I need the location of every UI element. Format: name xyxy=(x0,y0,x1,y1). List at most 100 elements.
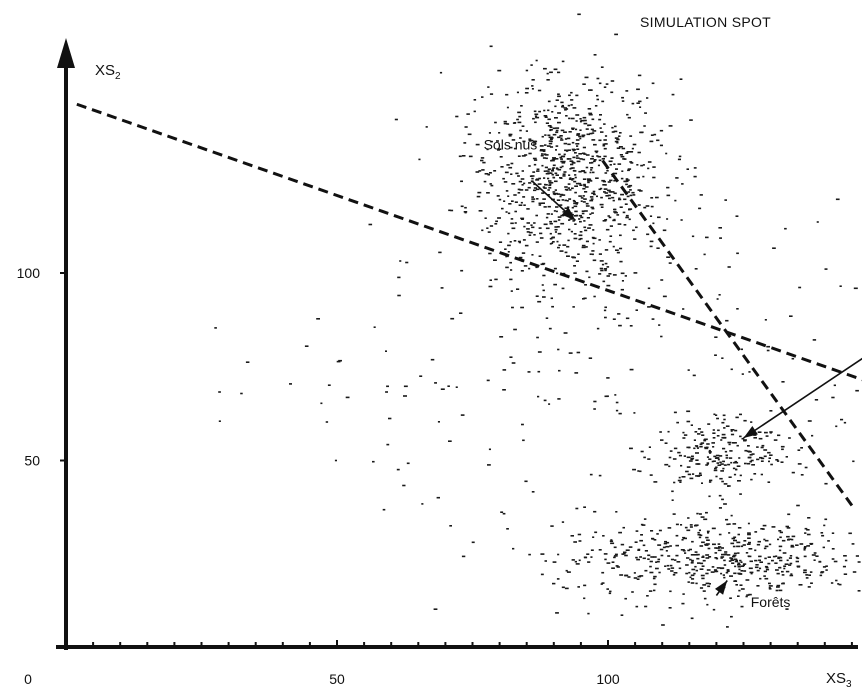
point-for-ts xyxy=(699,513,702,515)
point-sols-nus xyxy=(536,168,540,171)
point-scatter xyxy=(824,482,828,485)
point-for-ts xyxy=(691,540,694,543)
point-for-ts xyxy=(682,550,686,552)
point-sols-nus xyxy=(561,165,564,168)
point-sols-nus xyxy=(585,166,589,169)
point-ma-s xyxy=(691,455,694,458)
point-scatter xyxy=(642,544,646,547)
point-sols-nus xyxy=(510,218,514,220)
point-sols-nus xyxy=(606,189,611,192)
point-sols-nus xyxy=(586,178,591,180)
point-sols-nus xyxy=(628,208,633,210)
point-scatter xyxy=(703,253,706,256)
point-ma-s xyxy=(686,456,691,459)
point-sols-nus xyxy=(562,244,567,246)
point-ma-s xyxy=(720,439,723,441)
point-scatter xyxy=(694,268,698,270)
point-for-ts xyxy=(786,559,789,562)
point-scatter xyxy=(592,259,597,262)
point-for-ts xyxy=(777,556,782,559)
point-sols-nus xyxy=(666,194,671,197)
point-for-ts xyxy=(664,540,667,543)
point-for-ts xyxy=(789,574,794,577)
point-ma-s xyxy=(708,451,712,453)
point-for-ts xyxy=(737,564,741,566)
point-sols-nus xyxy=(598,159,602,162)
point-sols-nus xyxy=(589,178,592,181)
separator-line-1 xyxy=(76,102,862,382)
point-ma-s xyxy=(743,419,747,422)
point-scatter xyxy=(673,481,676,484)
point-for-ts xyxy=(716,547,720,549)
point-sols-nus xyxy=(538,202,541,205)
point-sols-nus xyxy=(626,195,630,198)
point-sols-nus xyxy=(580,170,585,172)
point-sols-nus xyxy=(689,119,693,121)
point-sols-nus xyxy=(510,222,514,225)
point-scatter xyxy=(764,319,767,321)
point-for-ts xyxy=(718,546,722,548)
point-for-ts xyxy=(620,614,624,616)
point-ma-s xyxy=(722,460,725,463)
point-sols-nus xyxy=(604,316,607,319)
point-sols-nus xyxy=(650,205,654,208)
point-sols-nus xyxy=(566,255,570,257)
point-sols-nus xyxy=(525,130,528,132)
point-for-ts xyxy=(765,568,770,571)
point-sols-nus xyxy=(564,109,567,111)
point-sols-nus xyxy=(724,199,727,201)
point-sols-nus xyxy=(539,237,544,239)
point-for-ts xyxy=(815,555,819,557)
point-for-ts xyxy=(736,541,741,544)
point-sols-nus xyxy=(501,207,504,210)
point-sols-nus xyxy=(565,189,569,191)
point-for-ts xyxy=(647,558,650,560)
point-sols-nus xyxy=(627,168,632,170)
point-sols-nus xyxy=(570,230,573,233)
point-sols-nus xyxy=(580,216,584,219)
point-sols-nus xyxy=(486,227,489,229)
point-sols-nus xyxy=(603,139,607,141)
point-sols-nus xyxy=(594,150,599,153)
point-scatter xyxy=(668,607,672,609)
point-sols-nus xyxy=(651,82,655,85)
point-sols-nus xyxy=(550,140,553,143)
point-for-ts xyxy=(675,554,679,557)
point-sols-nus xyxy=(557,121,561,124)
point-scatter xyxy=(714,354,717,356)
point-for-ts xyxy=(577,533,582,536)
point-ma-s xyxy=(800,447,803,449)
point-sols-nus xyxy=(523,265,528,267)
point-sols-nus xyxy=(630,162,634,164)
point-for-ts xyxy=(737,527,742,529)
point-for-ts xyxy=(707,547,711,550)
point-sols-nus xyxy=(517,111,521,114)
point-sols-nus xyxy=(511,306,514,309)
point-scatter xyxy=(767,481,771,483)
point-ma-s xyxy=(694,445,699,447)
point-sols-nus xyxy=(506,123,510,125)
point-ma-s xyxy=(739,493,742,495)
point-for-ts xyxy=(749,571,754,574)
point-sols-nus xyxy=(639,106,642,108)
point-for-ts xyxy=(703,597,707,600)
point-for-ts xyxy=(771,526,776,528)
point-sols-nus xyxy=(633,238,637,240)
point-sols-nus xyxy=(547,205,551,208)
point-for-ts xyxy=(852,571,857,573)
point-sols-nus xyxy=(460,180,463,183)
point-sols-nus xyxy=(582,195,585,197)
point-sols-nus xyxy=(543,170,546,172)
point-for-ts xyxy=(694,554,699,556)
point-ma-s xyxy=(708,481,712,483)
point-for-ts xyxy=(711,527,716,530)
point-sols-nus xyxy=(593,159,597,161)
point-sols-nus xyxy=(582,187,586,190)
point-sols-nus xyxy=(649,245,653,248)
point-sols-nus xyxy=(610,80,615,82)
point-sols-nus xyxy=(559,250,564,252)
point-sols-nus xyxy=(581,134,586,137)
point-scatter xyxy=(406,462,410,465)
point-for-ts xyxy=(611,567,615,569)
point-for-ts xyxy=(754,559,758,562)
